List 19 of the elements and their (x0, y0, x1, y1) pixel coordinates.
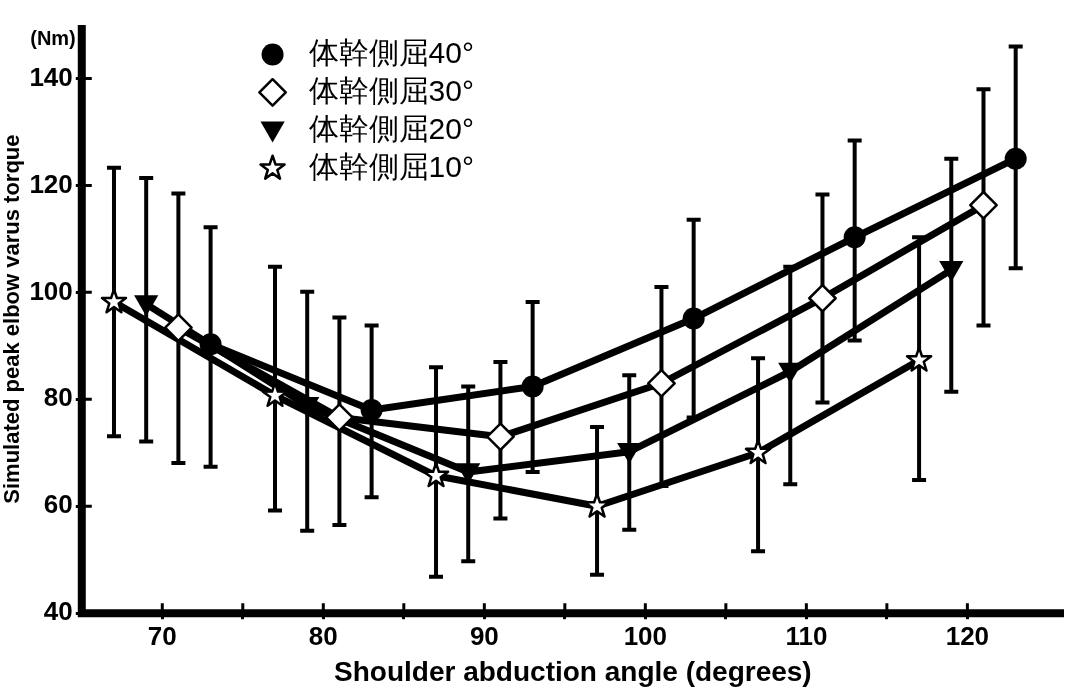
y-tick-label: 100 (29, 275, 73, 306)
text: (Nm) (30, 26, 76, 49)
x-axis-title: Shoulder abduction angle (degrees) (334, 655, 812, 687)
legend-label: 体幹側屈30° (308, 73, 474, 107)
legend-label: 体幹側屈10° (308, 149, 474, 183)
x-tick-label: 80 (308, 620, 338, 651)
x-tick-label: 90 (469, 620, 499, 651)
y-axis-title: Simulated peak elbow varus torque (0, 134, 25, 504)
y-tick-label: 120 (29, 168, 73, 199)
x-tick-label: 120 (945, 620, 990, 651)
x-tick-label: 100 (623, 620, 668, 651)
legend-label: 体幹側屈20° (308, 111, 474, 145)
y-tick-label: 40 (43, 596, 73, 627)
y-tick-label: 140 (29, 61, 73, 92)
y-tick-label: 60 (43, 489, 73, 520)
x-tick-label: 110 (785, 620, 828, 651)
y-tick-label: 80 (43, 382, 73, 413)
legend-label: 体幹側屈40° (308, 35, 474, 69)
x-tick-label: 70 (147, 620, 177, 651)
